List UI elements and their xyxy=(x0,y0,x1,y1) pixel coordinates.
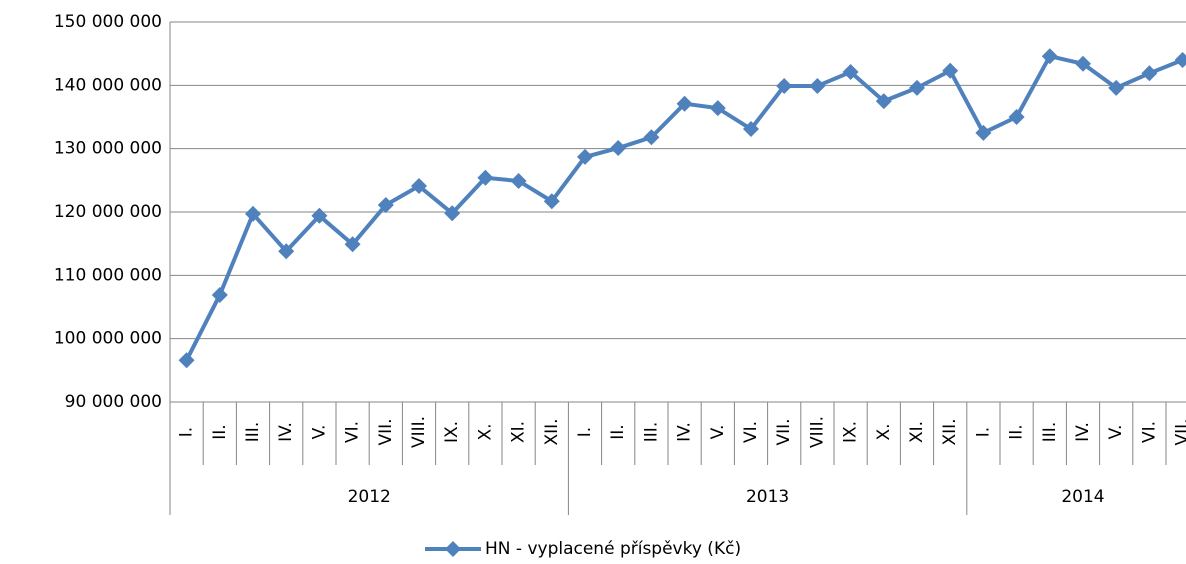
x-tick-label: I. xyxy=(575,427,595,437)
group-label: 2014 xyxy=(1061,487,1104,507)
x-tick-label: IX. xyxy=(442,421,462,443)
data-point xyxy=(178,352,195,369)
data-point xyxy=(942,62,959,79)
x-tick-label: VII. xyxy=(376,418,396,445)
data-point xyxy=(411,178,427,195)
x-tick-label: IV. xyxy=(1073,422,1093,442)
data-point xyxy=(311,207,328,224)
data-point xyxy=(743,121,759,138)
data-point xyxy=(278,243,295,260)
y-tick-label: 120 000 000 xyxy=(54,202,162,222)
x-tick-label: X. xyxy=(475,423,495,440)
x-tick-label: III. xyxy=(1040,422,1060,442)
data-point xyxy=(477,169,494,186)
x-tick-label: II. xyxy=(210,424,230,439)
x-tick-label: IX. xyxy=(841,421,861,443)
data-point xyxy=(377,197,394,214)
x-tick-label: XII. xyxy=(542,418,562,445)
data-point xyxy=(1141,65,1158,82)
data-point xyxy=(510,172,527,189)
x-tick-label: XI. xyxy=(907,421,927,443)
data-point xyxy=(543,193,560,210)
data-point xyxy=(776,77,793,94)
data-point xyxy=(1108,79,1125,96)
x-tick-label: VI. xyxy=(741,421,761,443)
x-tick-label: VIII. xyxy=(807,416,827,448)
y-tick-label: 110 000 000 xyxy=(54,265,162,285)
x-tick-label: XI. xyxy=(509,421,529,443)
x-tick-label: II. xyxy=(608,424,628,439)
x-tick-label: II. xyxy=(1007,424,1027,439)
data-point xyxy=(709,100,726,117)
data-point xyxy=(211,286,228,303)
y-tick-label: 150 000 000 xyxy=(54,12,162,32)
x-tick-label: V. xyxy=(1106,425,1126,440)
x-tick-label: VI. xyxy=(343,421,363,443)
x-tick-label: XII. xyxy=(940,418,960,445)
x-tick-label: I. xyxy=(973,427,993,437)
y-tick-label: 100 000 000 xyxy=(54,329,162,349)
data-point xyxy=(577,148,593,165)
data-point xyxy=(1041,48,1058,65)
x-tick-label: X. xyxy=(874,423,894,440)
data-point xyxy=(444,205,461,222)
x-tick-label: III. xyxy=(243,422,263,442)
group-label: 2012 xyxy=(348,487,391,507)
x-tick-label: V. xyxy=(708,425,728,440)
data-point xyxy=(842,64,859,81)
data-point xyxy=(975,124,992,141)
x-tick-label: VIII. xyxy=(409,416,429,448)
x-tick-label: I. xyxy=(177,427,197,437)
y-tick-label: 90 000 000 xyxy=(65,392,162,412)
data-point xyxy=(643,129,660,146)
legend-marker xyxy=(445,541,461,557)
x-tick-label: IV. xyxy=(675,422,695,442)
legend-label: HN - vyplacené příspěvky (Kč) xyxy=(485,539,741,559)
y-tick-label: 130 000 000 xyxy=(54,139,162,159)
data-point xyxy=(245,205,261,222)
x-tick-label: VI. xyxy=(1139,421,1159,443)
x-tick-label: VII. xyxy=(1173,418,1186,445)
data-point xyxy=(610,140,627,157)
data-point xyxy=(1174,52,1186,68)
x-tick-label: VII. xyxy=(774,418,794,445)
group-label: 2013 xyxy=(746,487,789,507)
data-point xyxy=(809,77,826,94)
x-tick-label: V. xyxy=(309,425,329,440)
x-tick-label: IV. xyxy=(276,422,296,442)
data-point xyxy=(676,95,693,112)
data-point xyxy=(344,236,361,253)
y-tick-label: 140 000 000 xyxy=(54,75,162,95)
data-point xyxy=(1075,55,1091,72)
data-point xyxy=(875,93,892,110)
data-point xyxy=(909,79,925,96)
x-tick-label: III. xyxy=(641,422,661,442)
data-point xyxy=(1008,109,1025,125)
